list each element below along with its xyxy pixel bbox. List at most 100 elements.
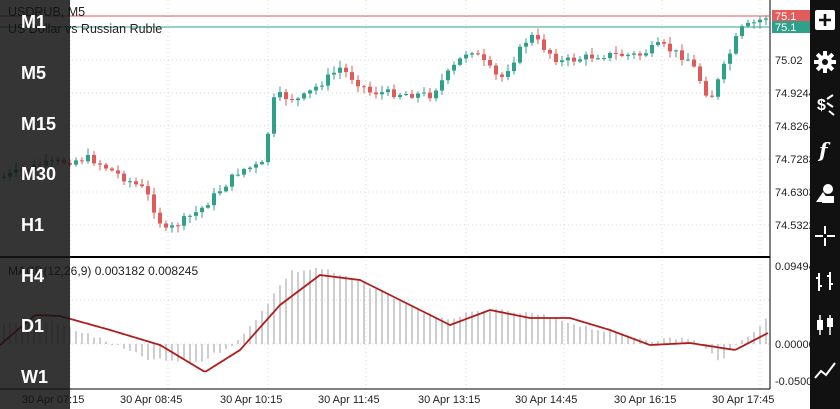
candle-body <box>266 133 270 163</box>
macd-tick: 0.000000 <box>775 339 810 351</box>
candle-body <box>308 90 312 94</box>
candle-body <box>218 191 222 194</box>
gear-icon[interactable] <box>810 47 840 77</box>
candle-body <box>68 163 72 165</box>
candle-body <box>494 65 498 75</box>
candle-body <box>374 92 378 95</box>
candle-body <box>680 50 684 60</box>
candle-body <box>422 92 426 94</box>
indicator-f-icon[interactable]: f <box>810 135 840 165</box>
candle-body <box>512 62 516 72</box>
candle-body <box>518 46 522 63</box>
candle-body <box>326 74 330 86</box>
candle-body <box>452 64 456 71</box>
candle-body <box>92 154 96 164</box>
candle-body <box>278 92 282 98</box>
candle-body <box>500 74 504 77</box>
price-tick: 74.92445 <box>775 88 810 100</box>
candle-body <box>542 39 546 50</box>
candle-body <box>140 184 144 187</box>
candle-body <box>548 49 552 54</box>
candle-body <box>332 72 336 75</box>
objects-icon[interactable] <box>810 178 840 208</box>
candlestick-icon[interactable] <box>810 310 840 340</box>
macd-histogram <box>3 267 767 363</box>
candle-body <box>488 59 492 66</box>
candle-body <box>566 57 570 61</box>
candle-body <box>242 169 246 175</box>
bid-price-tag-text: 75.1 <box>775 11 796 23</box>
time-label: 30 Apr 17:45 <box>712 394 774 406</box>
candle-body <box>464 54 468 59</box>
time-axis-labels: 30 Apr 07:15 30 Apr 08:45 30 Apr 10:15 3… <box>22 394 774 406</box>
time-label: 30 Apr 10:15 <box>220 394 282 406</box>
candle-body <box>254 164 258 168</box>
candle-body <box>602 58 606 60</box>
candle-body <box>410 94 414 98</box>
candle-body <box>596 58 600 60</box>
svg-text:f: f <box>817 138 831 162</box>
add-chart-icon[interactable] <box>810 5 840 35</box>
candle-body <box>584 54 588 60</box>
candle-body <box>260 162 264 165</box>
candle-body <box>296 98 300 101</box>
price-tick: 75.02 <box>775 55 803 67</box>
candle-body <box>416 93 420 98</box>
candle-body <box>434 90 438 99</box>
candle-body <box>362 86 366 88</box>
time-label: 30 Apr 13:15 <box>418 394 480 406</box>
candle-body <box>398 94 402 98</box>
candle-body <box>458 58 462 65</box>
crosshair-icon[interactable] <box>810 221 840 251</box>
candle-body <box>440 80 444 91</box>
candle-body <box>314 86 318 91</box>
candle-body <box>86 154 90 162</box>
candle-body <box>164 223 168 228</box>
candle-body <box>704 81 708 96</box>
candle-body <box>284 92 288 100</box>
candle-body <box>728 53 732 64</box>
candle-body <box>146 186 150 195</box>
timeframe-m15[interactable]: M15 <box>21 114 57 134</box>
timeframe-w1[interactable]: W1 <box>21 367 48 387</box>
timeframe-m30[interactable]: M30 <box>21 164 57 184</box>
line-chart-icon[interactable] <box>810 355 840 385</box>
time-label: 30 Apr 11:45 <box>318 394 380 406</box>
candle-body <box>626 54 630 56</box>
timeframe-m1[interactable]: M1 <box>21 12 47 32</box>
candle-body <box>572 57 576 62</box>
candle-body <box>290 99 294 101</box>
candle-body <box>356 79 360 87</box>
candle-body <box>668 43 672 52</box>
timeframe-d1[interactable]: D1 <box>21 316 45 336</box>
timeframe-m5[interactable]: M5 <box>21 63 47 83</box>
timeframe-h4[interactable]: H4 <box>21 266 45 286</box>
candle-body <box>392 89 396 98</box>
candle-body <box>368 86 372 93</box>
candle-body <box>104 164 108 169</box>
candle-body <box>224 186 228 192</box>
candle-body <box>734 36 738 54</box>
macd-signal-line <box>0 274 769 373</box>
price-chart[interactable]: USDRUB, M5 US Dollar vs Russian Ruble MA… <box>0 0 810 409</box>
candle-body <box>134 181 138 185</box>
candle-body <box>80 160 84 162</box>
candle-body <box>620 53 624 56</box>
candle-body <box>386 89 390 93</box>
candle-body <box>614 52 618 54</box>
chart-area[interactable]: USDRUB, M5 US Dollar vs Russian Ruble MA… <box>0 0 810 409</box>
ask-price-tag <box>772 21 810 33</box>
trade-dollar-icon[interactable]: $ <box>810 90 840 120</box>
candle-body <box>530 35 534 43</box>
timeframe-h1[interactable]: H1 <box>21 215 45 235</box>
candle-body <box>236 174 240 176</box>
candle-body <box>248 167 252 170</box>
candle-body <box>560 60 564 63</box>
candle-body <box>170 225 174 228</box>
bid-price-tag <box>772 10 810 22</box>
candle-body <box>128 181 132 183</box>
price-tick: 74.72835 <box>775 154 810 166</box>
candle-body <box>650 45 654 54</box>
bar-chart-icon[interactable] <box>810 267 840 297</box>
candle-body <box>638 53 642 56</box>
